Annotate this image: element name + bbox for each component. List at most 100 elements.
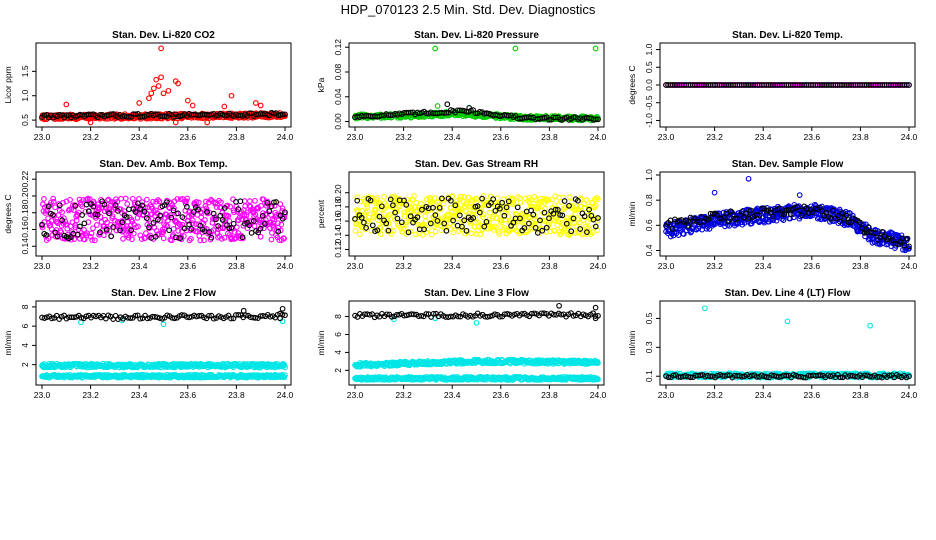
y-tick-label: 0.5 bbox=[644, 61, 654, 73]
x-tick-label: 24.0 bbox=[277, 261, 294, 271]
y-tick-label: 1.0 bbox=[644, 169, 654, 181]
x-tick-label: 23.8 bbox=[541, 132, 558, 142]
data-point bbox=[160, 321, 167, 328]
plot-frame bbox=[348, 42, 605, 128]
y-tick-label: 4 bbox=[20, 343, 30, 348]
data-point bbox=[221, 103, 228, 110]
data-point bbox=[473, 319, 480, 326]
data-point bbox=[567, 194, 573, 200]
panel-3: Stan. Dev. Li-820 Temp.degrees C23.0 23.2… bbox=[627, 30, 918, 142]
data-point bbox=[47, 202, 53, 208]
plot-frame bbox=[35, 42, 292, 128]
y-tick-label: 0.6 bbox=[644, 219, 654, 231]
data-point bbox=[377, 231, 384, 238]
series-2-5-min-std-dev bbox=[39, 305, 288, 322]
data-point bbox=[63, 112, 70, 118]
data-point bbox=[476, 108, 483, 115]
x-tick-label: 23.8 bbox=[852, 261, 869, 271]
data-point bbox=[87, 119, 94, 126]
x-tick-label: 23.4 bbox=[755, 261, 772, 271]
data-point bbox=[279, 111, 286, 118]
data-point bbox=[247, 198, 253, 204]
y-tick-label: 1.5 bbox=[20, 65, 30, 77]
data-point bbox=[443, 109, 450, 116]
x-tick-label: 23.6 bbox=[180, 261, 197, 271]
y-tick-label: 0.16 bbox=[20, 221, 30, 238]
data-point bbox=[136, 100, 143, 106]
data-point bbox=[160, 90, 167, 97]
x-tick-label: 23.4 bbox=[755, 132, 772, 142]
data-point bbox=[711, 189, 718, 196]
y-tick-label: 0.20 bbox=[20, 187, 30, 204]
panel-title: Stan. Dev. Li-820 Pressure bbox=[414, 30, 539, 41]
y-axis-label: Licor ppm bbox=[3, 66, 13, 103]
data-point bbox=[165, 87, 172, 94]
panel-4: Stan. Dev. Amb. Box Temp.degrees C23.0 23… bbox=[3, 159, 294, 271]
data-point bbox=[63, 101, 70, 108]
y-tick-label: 0.4 bbox=[644, 244, 654, 256]
x-tick-label: 23.6 bbox=[804, 261, 821, 271]
data-point bbox=[268, 236, 275, 243]
x-tick-label: 23.0 bbox=[347, 132, 364, 142]
y-axis-label: percent bbox=[316, 199, 326, 228]
data-point bbox=[120, 236, 126, 242]
data-point bbox=[257, 102, 264, 109]
data-point bbox=[166, 227, 172, 234]
y-tick-label: 0.22 bbox=[20, 171, 30, 188]
x-tick-label: 23.2 bbox=[82, 261, 99, 271]
data-point bbox=[158, 74, 164, 81]
data-point bbox=[444, 101, 451, 108]
y-tick-label: 0.20 bbox=[333, 184, 343, 201]
data-point bbox=[52, 204, 58, 211]
data-point bbox=[122, 195, 129, 202]
series-2-5-min-std-dev bbox=[352, 101, 601, 123]
x-tick-label: 23.6 bbox=[180, 132, 197, 142]
x-tick-label: 23.6 bbox=[493, 132, 510, 142]
x-tick-label: 23.2 bbox=[82, 132, 99, 142]
data-point bbox=[204, 119, 211, 126]
x-tick-label: 23.6 bbox=[180, 390, 197, 400]
x-tick-label: 23.8 bbox=[228, 390, 245, 400]
x-tick-label: 23.6 bbox=[493, 261, 510, 271]
x-tick-label: 23.4 bbox=[444, 261, 461, 271]
data-point bbox=[745, 175, 752, 182]
y-tick-label: 0.14 bbox=[20, 238, 30, 255]
data-point bbox=[41, 112, 48, 119]
data-point bbox=[592, 45, 599, 52]
data-point bbox=[41, 196, 47, 202]
data-point bbox=[432, 45, 439, 52]
series-1-sec-std-dev bbox=[39, 45, 288, 126]
x-tick-label: 23.6 bbox=[804, 132, 821, 142]
y-tick-label: 6 bbox=[20, 324, 30, 329]
x-tick-label: 23.2 bbox=[706, 132, 723, 142]
series-1-sec-std-dev bbox=[352, 193, 601, 238]
data-point bbox=[432, 228, 439, 235]
x-tick-label: 23.0 bbox=[34, 390, 51, 400]
x-tick-label: 23.0 bbox=[347, 261, 364, 271]
y-tick-label: 1.0 bbox=[644, 43, 654, 55]
data-point bbox=[422, 218, 429, 224]
data-point bbox=[381, 194, 387, 200]
data-point bbox=[450, 229, 457, 236]
x-tick-label: 23.8 bbox=[541, 261, 558, 271]
data-point bbox=[170, 226, 177, 232]
y-tick-label: -1.0 bbox=[644, 113, 654, 128]
data-point bbox=[279, 305, 286, 312]
data-point bbox=[407, 109, 414, 116]
data-point bbox=[592, 116, 599, 123]
series-line-lower bbox=[352, 373, 601, 383]
x-tick-label: 24.0 bbox=[277, 390, 294, 400]
data-point bbox=[144, 196, 150, 203]
data-point bbox=[132, 111, 139, 118]
x-tick-label: 23.0 bbox=[658, 261, 675, 271]
y-tick-label: 0.8 bbox=[644, 194, 654, 206]
series-2-5-min-std-dev bbox=[663, 82, 912, 88]
data-point bbox=[39, 224, 46, 231]
y-axis-label: degrees C bbox=[627, 65, 637, 104]
data-point bbox=[279, 318, 286, 325]
y-tick-label: 1.0 bbox=[20, 90, 30, 102]
series-line-upper bbox=[352, 315, 601, 370]
